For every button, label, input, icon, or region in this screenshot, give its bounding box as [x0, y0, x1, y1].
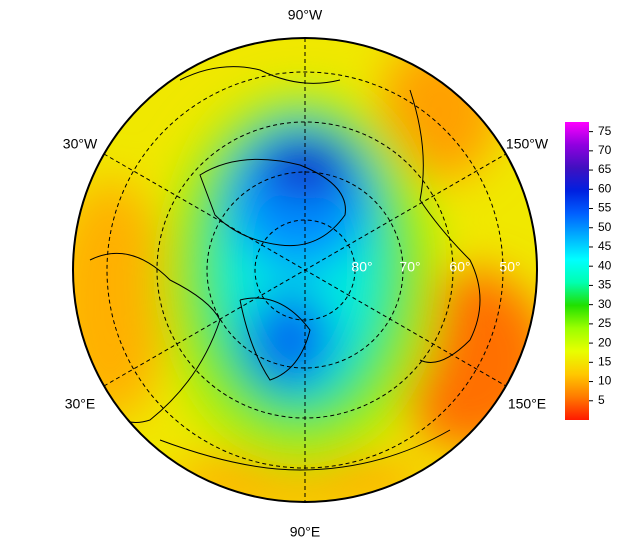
map-boundary — [72, 37, 538, 503]
colorbar-tick-label: 30 — [598, 297, 612, 311]
colorbar — [565, 122, 589, 420]
colorbar-tick-label: 10 — [598, 374, 612, 388]
longitude-label: 30°E — [65, 396, 96, 412]
colorbar-tick-label: 50 — [598, 220, 612, 234]
colorbar-tick-label: 75 — [598, 124, 612, 138]
colorbar-tick-label: 25 — [598, 316, 612, 330]
latitude-label: 60° — [449, 259, 470, 275]
graticule — [103, 38, 507, 502]
colorbar-tick-label: 40 — [598, 258, 612, 272]
colorbar-tick-label: 70 — [598, 143, 612, 157]
colorbar-tick-label: 35 — [598, 278, 612, 292]
colorbar-tick-label: 20 — [598, 335, 612, 349]
longitude-label: 90°W — [288, 7, 323, 23]
colorbar-tick-label: 45 — [598, 239, 612, 253]
colorbar-tick-label: 55 — [598, 201, 612, 215]
longitude-label: 150°E — [508, 396, 546, 412]
latitude-label: 80° — [351, 259, 372, 275]
latitude-label: 50° — [499, 259, 520, 275]
colorbar-tick-label: 5 — [598, 393, 605, 407]
coastlines — [89, 66, 481, 471]
colorbar-tick-label: 65 — [598, 162, 612, 176]
colorbar-tick-label: 60 — [598, 181, 612, 195]
longitude-label: 150°W — [506, 136, 549, 152]
color-field — [73, 38, 537, 502]
latitude-label: 70° — [399, 259, 420, 275]
longitude-label: 90°E — [290, 524, 321, 540]
colorbar-tick-label: 15 — [598, 354, 612, 368]
longitude-label: 30°W — [63, 136, 98, 152]
